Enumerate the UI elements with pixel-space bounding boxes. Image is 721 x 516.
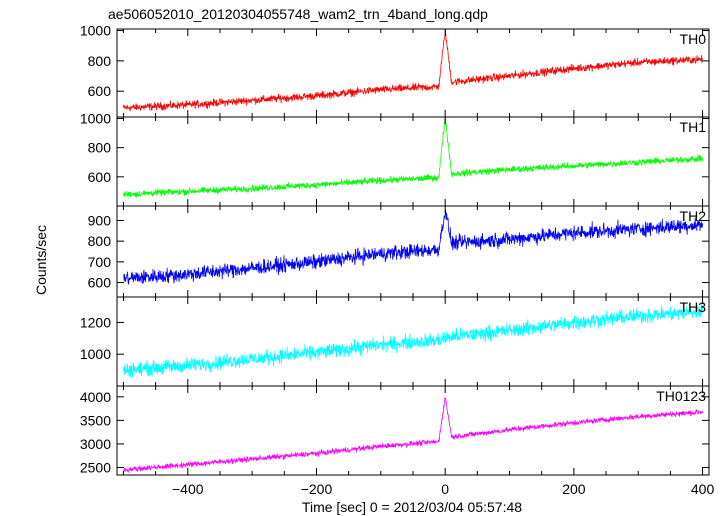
panel-frame	[116, 296, 710, 387]
y-tick-label: 3000	[80, 436, 111, 452]
series-name-label: TH1	[680, 119, 707, 135]
series-name-label: TH3	[680, 299, 707, 315]
series-line-th0123	[123, 396, 703, 473]
y-tick-label: 600	[88, 169, 112, 185]
y-tick-label: 4000	[80, 389, 111, 405]
y-tick-label: 1000	[80, 346, 111, 362]
x-tick-label: −200	[301, 481, 333, 497]
y-tick-label: 800	[88, 53, 112, 69]
panel-th1: 600 800 1000 TH1	[80, 110, 710, 207]
series-name-label: TH0123	[656, 388, 706, 404]
y-tick-label: 1000	[80, 23, 111, 39]
x-tick-label: 400	[691, 481, 715, 497]
series-name-label: TH2	[680, 208, 707, 224]
x-tick-label: −400	[172, 481, 204, 497]
y-tick-label: 800	[88, 140, 112, 156]
y-tick-label: 700	[88, 254, 112, 270]
x-tick-labels: −400 −200 0 200 400	[172, 481, 714, 497]
series-line-th0	[123, 29, 703, 112]
y-tick-label: 1200	[80, 314, 111, 330]
x-tick-label: 200	[562, 481, 586, 497]
y-tick-label: 2500	[80, 459, 111, 475]
y-tick-label: 1000	[80, 110, 111, 126]
series-line-th1	[123, 117, 703, 199]
series-line-th3	[123, 304, 703, 378]
panel-th0: 600 800 1000 TH0	[80, 23, 710, 118]
y-tick-label: 600	[88, 275, 112, 291]
panels-group: 600 800 1000 TH0 600 800 1000 TH1 600 700 800 900 TH…	[80, 23, 710, 476]
series-line-th2	[123, 209, 703, 286]
y-tick-label: 800	[88, 233, 112, 249]
panel-th2: 600 700 800 900 TH2	[88, 205, 710, 298]
x-tick-label: 0	[441, 481, 449, 497]
y-tick-label: 600	[88, 83, 112, 99]
y-tick-label: 900	[88, 212, 112, 228]
figure-title: ae506052010_20120304055748_wam2_trn_4ban…	[108, 6, 488, 22]
series-name-label: TH0	[680, 31, 707, 47]
y-axis-label: Counts/sec	[33, 225, 49, 295]
panel-th0123: 2500 3000 3500 4000 TH0123	[80, 385, 710, 476]
y-tick-label: 3500	[80, 412, 111, 428]
panel-th3: 1000 1200 TH3	[80, 296, 710, 387]
x-axis-label: Time [sec] 0 = 2012/03/04 05:57:48	[302, 499, 522, 515]
